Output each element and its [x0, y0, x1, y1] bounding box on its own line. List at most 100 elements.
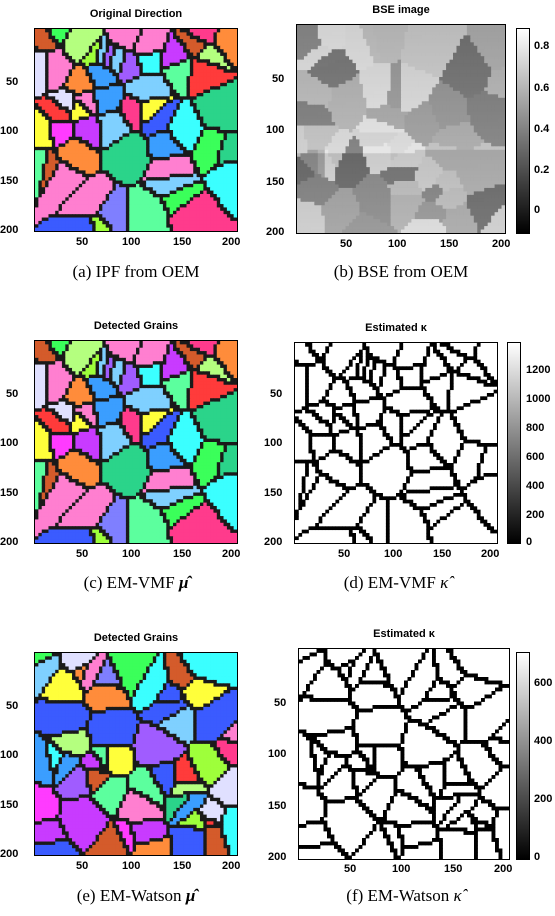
image-pixel — [411, 60, 415, 64]
image-pixel — [193, 53, 197, 57]
image-pixel — [143, 133, 147, 137]
image-pixel — [401, 53, 405, 57]
image-pixel — [153, 103, 157, 107]
image-pixel — [99, 29, 103, 33]
image-pixel — [187, 194, 191, 198]
image-pixel — [79, 86, 83, 90]
image-pixel — [187, 174, 191, 178]
image-pixel — [136, 211, 140, 215]
image-pixel — [481, 84, 485, 88]
image-pixel — [380, 32, 384, 36]
image-pixel — [391, 80, 395, 84]
image-pixel — [217, 90, 221, 94]
image-pixel — [139, 120, 143, 124]
image-pixel — [227, 80, 231, 84]
image-pixel — [224, 86, 228, 90]
image-pixel — [398, 70, 402, 74]
image-pixel — [173, 53, 177, 57]
image-pixel — [52, 39, 56, 43]
image-pixel — [398, 25, 402, 29]
image-pixel — [470, 49, 474, 53]
image-pixel — [106, 164, 110, 168]
image-pixel — [377, 39, 381, 43]
image-pixel — [173, 187, 177, 191]
image-pixel — [200, 76, 204, 80]
image-pixel — [342, 42, 346, 46]
image-pixel — [366, 46, 370, 50]
image-pixel — [210, 157, 214, 161]
image-pixel — [55, 184, 59, 188]
image-pixel — [75, 113, 79, 117]
image-pixel — [82, 187, 86, 191]
image-pixel — [62, 204, 66, 208]
image-pixel — [197, 86, 201, 90]
image-pixel — [217, 143, 221, 147]
image-pixel — [176, 63, 180, 67]
image-pixel — [213, 137, 217, 141]
image-pixel — [307, 94, 311, 98]
image-pixel — [129, 184, 133, 188]
image-pixel — [391, 32, 395, 36]
image-pixel — [446, 84, 450, 88]
image-pixel — [176, 224, 180, 228]
image-pixel — [72, 221, 76, 225]
image-pixel — [328, 91, 332, 95]
image-pixel — [230, 106, 234, 110]
image-pixel — [116, 106, 120, 110]
image-pixel — [99, 117, 103, 121]
image-pixel — [149, 154, 153, 158]
image-pixel — [146, 110, 150, 114]
image-pixel — [183, 96, 187, 100]
image-pixel — [96, 204, 100, 208]
image-pixel — [48, 150, 52, 154]
image-pixel — [45, 187, 49, 191]
image-pixel — [139, 221, 143, 225]
image-pixel — [86, 204, 90, 208]
image-pixel — [38, 80, 42, 84]
image-pixel — [230, 160, 234, 164]
image-pixel — [401, 98, 405, 102]
image-pixel — [123, 69, 127, 73]
image-pixel — [318, 80, 322, 84]
image-pixel — [173, 201, 177, 205]
image-pixel — [149, 214, 153, 218]
image-pixel — [173, 181, 177, 185]
image-pixel — [109, 211, 113, 215]
image-pixel — [234, 133, 237, 137]
image-pixel — [453, 56, 457, 60]
image-pixel — [456, 87, 460, 91]
image-pixel — [96, 147, 100, 151]
image-pixel — [99, 140, 103, 144]
image-pixel — [92, 170, 96, 174]
image-pixel — [126, 201, 130, 205]
image-pixel — [166, 177, 170, 181]
image-pixel — [163, 187, 167, 191]
image-pixel — [230, 130, 234, 134]
image-pixel — [300, 84, 304, 88]
image-pixel — [59, 170, 63, 174]
image-pixel — [99, 63, 103, 67]
image-pixel — [311, 35, 315, 39]
image-pixel — [488, 98, 492, 102]
image-pixel — [173, 224, 177, 228]
image-pixel — [42, 93, 46, 97]
image-pixel — [119, 110, 123, 114]
image-pixel — [318, 39, 322, 43]
image-pixel — [217, 69, 221, 73]
image-pixel — [106, 36, 110, 40]
image-pixel — [109, 66, 113, 70]
image-pixel — [443, 56, 447, 60]
image-pixel — [136, 181, 140, 185]
image-pixel — [143, 221, 147, 225]
image-pixel — [65, 164, 69, 168]
image-pixel — [328, 60, 332, 64]
image-pixel — [380, 63, 384, 67]
image-pixel — [176, 143, 180, 147]
image-pixel — [498, 80, 502, 84]
image-pixel — [332, 101, 336, 105]
image-pixel — [92, 120, 96, 124]
image-pixel — [143, 110, 147, 114]
image-pixel — [210, 90, 214, 94]
image-pixel — [109, 167, 113, 171]
image-pixel — [224, 73, 228, 77]
